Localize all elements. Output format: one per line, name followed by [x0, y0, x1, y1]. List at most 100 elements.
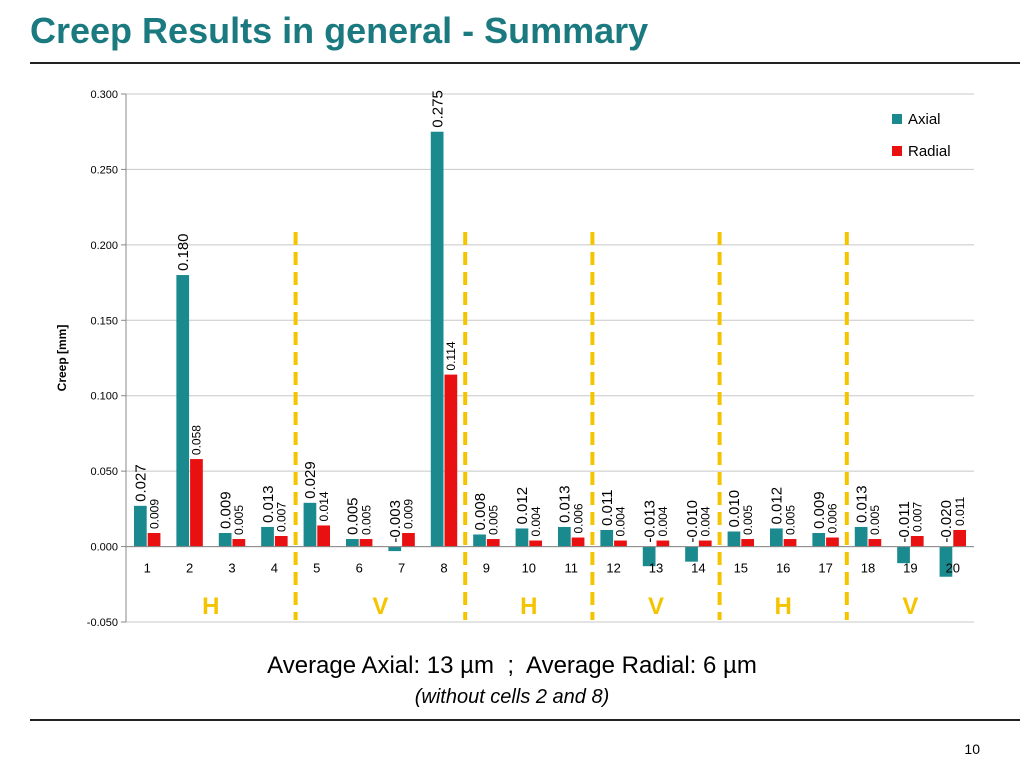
bar-axial [727, 531, 741, 547]
data-label-radial: 0.004 [614, 506, 628, 536]
data-label-radial: 0.005 [486, 505, 500, 535]
page-number: 10 [964, 741, 980, 757]
bar-axial [218, 532, 232, 547]
bar-radial [317, 525, 331, 547]
bar-radial [868, 539, 882, 547]
bar-radial [444, 374, 458, 547]
data-label-radial: 0.007 [274, 502, 288, 532]
y-tick-label: -0.050 [87, 617, 118, 629]
x-tick-label: 15 [734, 561, 748, 576]
data-label-axial: 0.275 [429, 90, 446, 128]
data-label-axial: 0.013 [853, 485, 870, 523]
data-label-radial: 0.005 [868, 505, 882, 535]
group-label: V [902, 593, 918, 620]
data-label-axial: -0.013 [641, 500, 658, 543]
x-tick-label: 3 [228, 561, 235, 576]
bar-axial [430, 131, 444, 547]
bar-radial [486, 539, 500, 547]
bar-axial [939, 546, 953, 577]
y-tick-label: 0.050 [90, 466, 118, 478]
bar-axial [812, 532, 826, 547]
average-note-subtext: (without cells 2 and 8) [414, 686, 610, 708]
bar-radial [783, 539, 797, 547]
data-label-radial: 0.006 [826, 503, 840, 533]
group-label: V [372, 593, 388, 620]
x-tick-label: 19 [903, 561, 917, 576]
x-tick-label: 10 [522, 561, 536, 576]
bar-radial [698, 540, 712, 547]
data-label-radial: 0.004 [698, 506, 712, 536]
y-tick-label: 0.000 [90, 542, 118, 554]
data-label-axial: 0.180 [175, 233, 192, 271]
data-label-radial: 0.004 [656, 506, 670, 536]
bar-radial [359, 539, 373, 547]
bar-radial [656, 540, 670, 547]
bar-axial [303, 502, 317, 547]
data-label-radial: 0.006 [571, 503, 585, 533]
legend-swatch-axial [892, 114, 902, 124]
bar-radial [190, 459, 203, 547]
bar-axial [345, 539, 359, 547]
data-label-radial: 0.114 [444, 341, 458, 370]
x-tick-label: 17 [818, 561, 832, 576]
bar-radial [826, 537, 839, 547]
y-axis-title: Creep [mm] [55, 325, 69, 392]
bar-axial [473, 534, 486, 547]
y-tick-label: 0.150 [90, 315, 118, 327]
data-label-axial: 0.005 [345, 497, 362, 535]
data-label-radial: 0.005 [741, 505, 755, 535]
y-tick-label: 0.100 [90, 391, 118, 403]
bar-axial [515, 528, 529, 547]
bar-axial [600, 529, 614, 547]
group-label: H [202, 593, 219, 620]
data-label-radial: 0.005 [232, 505, 246, 535]
legend-entry-axial: Axial [908, 111, 941, 128]
bar-radial [529, 540, 543, 547]
bar-radial [402, 532, 415, 547]
bar-radial [953, 529, 967, 547]
data-label-axial: -0.011 [896, 501, 913, 542]
x-tick-label: 20 [946, 561, 960, 576]
data-label-axial: 0.011 [599, 490, 616, 526]
x-tick-label: 1 [144, 561, 151, 576]
bar-radial [614, 540, 627, 547]
data-label-axial: 0.012 [769, 487, 786, 525]
x-tick-label: 11 [564, 561, 578, 576]
data-label-axial: -0.003 [387, 500, 404, 543]
group-label: V [648, 593, 664, 620]
x-tick-label: 5 [313, 561, 320, 576]
data-label-axial: -0.010 [684, 500, 701, 543]
bar-radial [910, 536, 924, 547]
bar-axial [557, 526, 571, 547]
x-tick-label: 16 [776, 561, 790, 576]
x-tick-label: 4 [271, 561, 278, 576]
bar-axial [388, 546, 402, 552]
legend-entry-radial: Radial [908, 143, 951, 160]
data-label-radial: 0.014 [317, 491, 331, 521]
bar-axial [261, 526, 274, 547]
x-tick-label: 8 [440, 561, 447, 576]
data-label-radial: 0.005 [783, 505, 797, 535]
data-label-axial: 0.010 [726, 490, 743, 528]
data-label-radial: 0.058 [190, 425, 204, 455]
data-label-axial: 0.009 [217, 491, 234, 529]
bar-radial [147, 532, 161, 547]
data-label-axial: 0.012 [514, 487, 531, 525]
data-label-axial: 0.013 [260, 485, 277, 523]
bar-axial [769, 528, 783, 547]
bar-radial [571, 537, 585, 547]
data-label-radial: 0.009 [402, 499, 416, 529]
x-tick-label: 13 [649, 561, 663, 576]
data-label-axial: 0.027 [133, 464, 150, 502]
bar-radial [741, 539, 755, 547]
data-label-radial: 0.007 [910, 502, 924, 532]
group-label: H [775, 593, 792, 620]
bar-axial [897, 546, 910, 564]
bar-radial [232, 539, 246, 547]
bar-axial [685, 546, 698, 562]
data-label-axial: 0.029 [302, 461, 319, 499]
data-label-radial: 0.009 [147, 499, 161, 529]
slide-title: Creep Results in general - Summary [30, 10, 649, 51]
x-tick-label: 12 [606, 561, 620, 576]
